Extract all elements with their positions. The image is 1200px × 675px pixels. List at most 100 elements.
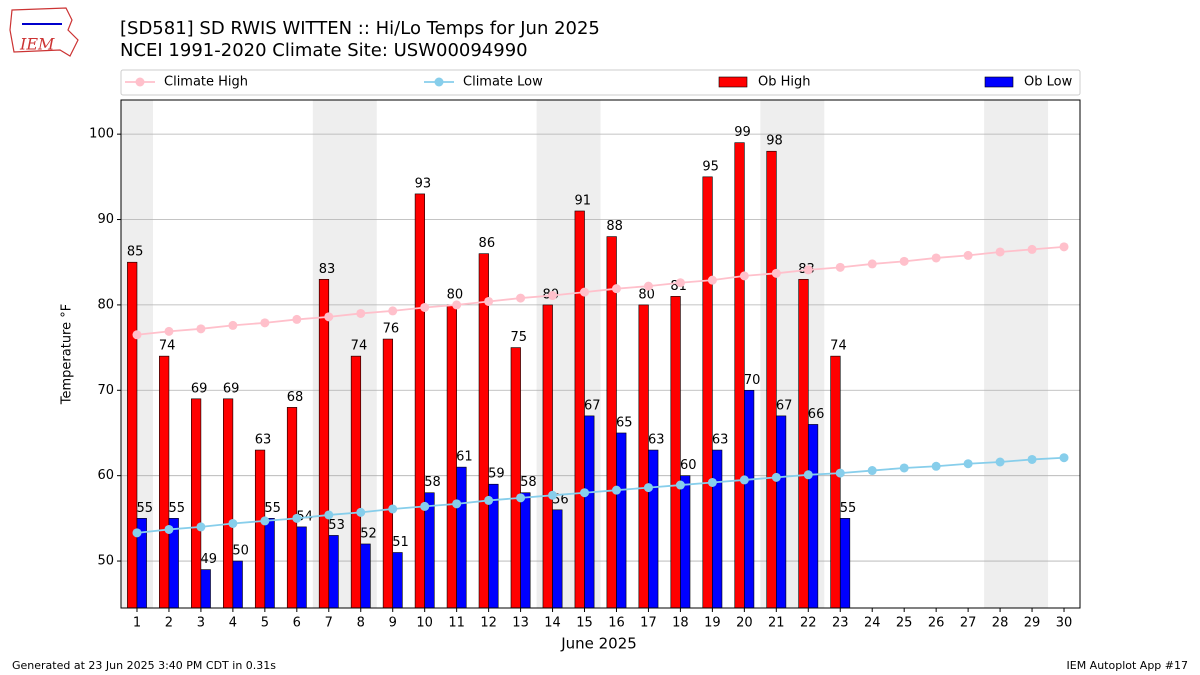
line-marker	[260, 318, 270, 328]
line-marker	[771, 472, 781, 482]
bar	[807, 424, 819, 609]
bar	[830, 355, 841, 609]
data-label: 69	[191, 381, 208, 396]
y-tick-label: 80	[97, 297, 114, 312]
line-marker	[516, 493, 526, 503]
logo: IEM	[9, 7, 79, 57]
data-label: 59	[488, 467, 505, 482]
legend-label: Ob High	[758, 75, 811, 90]
x-tick-label: 5	[261, 616, 269, 631]
line-marker	[931, 253, 941, 263]
bar	[616, 432, 627, 609]
data-label: 80	[638, 287, 655, 302]
data-label: 69	[223, 381, 240, 396]
line-marker	[388, 504, 398, 514]
bar	[191, 398, 202, 609]
x-tick-label: 28	[992, 616, 1009, 631]
line-marker	[643, 483, 653, 493]
line-marker	[484, 495, 494, 505]
data-label: 58	[520, 475, 537, 490]
bar	[712, 449, 723, 609]
x-tick-label: 15	[576, 616, 593, 631]
logo-text: IEM	[19, 35, 55, 54]
line-marker	[835, 262, 845, 272]
x-tick-label: 13	[512, 616, 529, 631]
x-tick-label: 3	[197, 616, 205, 631]
bar	[296, 526, 307, 609]
bar	[542, 304, 553, 609]
line-marker	[963, 459, 973, 469]
data-label: 49	[200, 552, 217, 567]
line-marker	[452, 300, 462, 310]
data-label: 75	[511, 330, 528, 345]
x-tick-label: 16	[608, 616, 625, 631]
y-tick-label: 70	[97, 383, 114, 398]
data-label: 68	[287, 390, 304, 405]
line-marker	[452, 499, 462, 509]
line-marker	[707, 275, 717, 285]
line-marker	[292, 513, 302, 523]
x-tick-label: 30	[1056, 616, 1073, 631]
bar	[766, 150, 777, 609]
bar	[200, 569, 211, 609]
bar	[286, 407, 298, 609]
y-tick-label: 90	[97, 212, 114, 227]
data-label: 50	[232, 544, 249, 559]
data-label: 55	[264, 501, 281, 516]
bar	[798, 278, 809, 609]
data-label: 55	[840, 501, 857, 516]
bar	[552, 509, 563, 609]
line-marker	[995, 247, 1005, 257]
x-tick-label: 6	[293, 616, 301, 631]
legend-patch	[718, 76, 748, 88]
line-marker	[931, 461, 941, 471]
x-tick-label: 9	[389, 616, 397, 631]
x-tick-label: 23	[832, 616, 849, 631]
line-marker	[388, 306, 398, 316]
legend-box	[120, 69, 1081, 96]
x-tick-label: 22	[800, 616, 817, 631]
plot-frame	[120, 99, 1081, 609]
weekend-band	[984, 100, 1049, 608]
chart-title: [SD581] SD RWIS WITTEN :: Hi/Lo Temps fo…	[120, 18, 600, 39]
line-marker	[548, 490, 558, 500]
line-marker	[803, 265, 813, 275]
line-marker	[611, 284, 621, 294]
chart-subtitle: NCEI 1991-2020 Climate Site: USW00094990	[120, 40, 528, 61]
bar	[392, 552, 403, 609]
x-tick-label: 27	[960, 616, 977, 631]
bar	[328, 535, 339, 609]
x-tick-label: 8	[357, 616, 365, 631]
data-label: 93	[415, 176, 432, 191]
line-marker	[867, 466, 877, 476]
x-tick-label: 19	[704, 616, 721, 631]
line-marker	[803, 470, 813, 480]
data-label: 74	[351, 339, 368, 354]
data-label: 65	[616, 415, 633, 430]
bar	[744, 389, 755, 609]
line-marker	[675, 480, 685, 490]
data-label: 95	[702, 159, 719, 174]
data-label: 88	[606, 219, 623, 234]
y-tick-label: 100	[89, 127, 114, 142]
line-marker	[484, 296, 494, 306]
data-label: 55	[137, 501, 154, 516]
line-marker	[739, 271, 749, 281]
data-label: 74	[159, 339, 176, 354]
data-label: 58	[424, 475, 441, 490]
line-marker	[516, 293, 526, 303]
bar	[360, 543, 371, 609]
data-label: 63	[648, 433, 665, 448]
legend-label: Climate High	[164, 75, 248, 90]
bar	[702, 176, 713, 609]
data-label: 99	[734, 125, 751, 140]
line-marker	[835, 468, 845, 478]
x-tick-label: 26	[928, 616, 945, 631]
bar	[232, 560, 243, 609]
legend-label: Ob Low	[1024, 75, 1073, 90]
line-marker	[356, 308, 366, 318]
line-marker	[580, 287, 590, 297]
line-marker	[228, 320, 238, 330]
